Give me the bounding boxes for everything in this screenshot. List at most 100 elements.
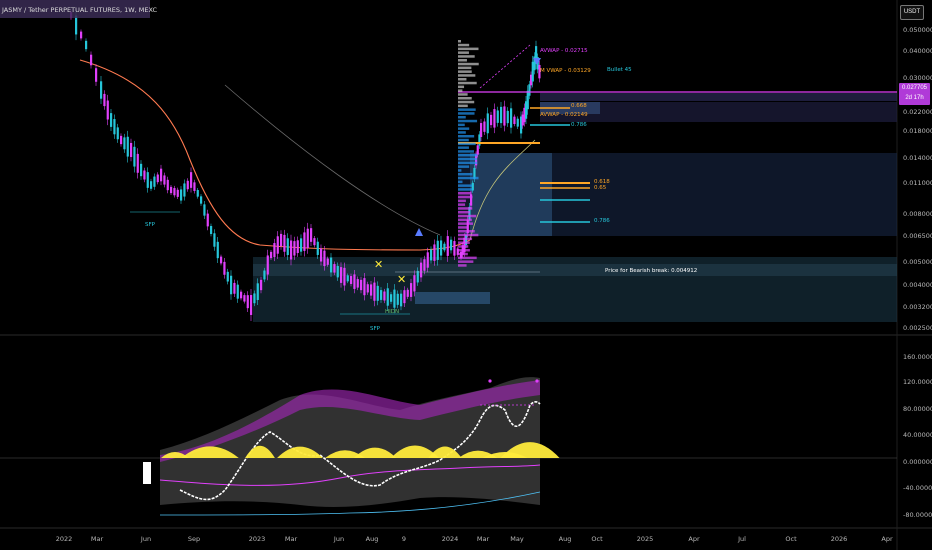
candle-body [363, 278, 366, 296]
candle-body [303, 232, 306, 251]
time-tick: 2023 [248, 535, 266, 543]
volume-profile-bar [458, 203, 466, 206]
candle-body [500, 106, 503, 124]
osc-yellow-wave [277, 446, 323, 458]
candle-body [443, 243, 446, 251]
candle-body [416, 270, 419, 283]
candle-body [280, 233, 283, 247]
volume-profile-bar [458, 59, 467, 62]
volume-profile-bar [458, 93, 468, 96]
candle-body [396, 293, 399, 305]
osc-tick: 80.000000 [903, 405, 932, 413]
candle-body [486, 113, 489, 134]
candle-body [343, 267, 346, 286]
candle-body [220, 256, 223, 264]
candle-body [75, 15, 78, 35]
volume-profile-bar [458, 78, 467, 81]
candle-body [403, 290, 406, 304]
time-tick: 2022 [55, 535, 73, 543]
osc-tick: -40.000000 [903, 484, 932, 492]
cross-marker-1: ✕ [374, 258, 383, 271]
triangle-up-marker [415, 228, 423, 236]
candle-body [133, 146, 136, 167]
zone-upper-1 [540, 93, 897, 101]
candle-body [110, 113, 113, 127]
candle-body [473, 167, 476, 179]
time-tick: Mar [476, 535, 490, 543]
candle-body [146, 172, 149, 188]
volume-profile-bar [458, 150, 475, 153]
candle-body [410, 283, 413, 297]
candle-body [413, 275, 416, 292]
volume-profile-bar [458, 214, 477, 218]
bullet-label: Bullet 45 [607, 67, 632, 73]
symbol-title[interactable]: JASMY / Tether PERPETUAL FUTURES, 1W, ME… [2, 6, 158, 14]
candle-body [266, 255, 269, 275]
volume-profile-bar [458, 222, 474, 225]
osc-band-purple [160, 380, 540, 462]
candle-body [306, 228, 309, 248]
volume-profile-bar [458, 161, 478, 165]
candle-body [523, 107, 526, 123]
volume-profile-bar [458, 249, 470, 252]
price-tick: 0.040000 [903, 47, 932, 55]
volume-profile-bar [458, 62, 479, 66]
candle-body [90, 54, 93, 66]
volume-profile-bar [458, 55, 475, 58]
price-tick: 0.018000 [903, 127, 932, 135]
candle-body [531, 61, 534, 82]
candle-body [466, 220, 469, 234]
candle-body [180, 189, 183, 201]
fib-0618-label: 0.618 [594, 179, 610, 185]
time-tick: Jul [738, 535, 746, 543]
volume-profile-bar [458, 127, 470, 130]
candle-body [236, 284, 239, 299]
volume-profile-bar [458, 123, 465, 127]
volume-profile-bar [458, 100, 475, 104]
volume-profile-bar [458, 85, 465, 89]
candle-body [163, 175, 166, 185]
candle-body [276, 236, 279, 254]
volume-profile-bar [458, 154, 478, 157]
candle-body [183, 183, 186, 197]
candle-body [525, 101, 528, 119]
volume-profile-bar [458, 135, 475, 138]
osc-tick: 160.000000 [903, 353, 932, 361]
time-tick: 2026 [830, 535, 848, 543]
candle-body [296, 240, 299, 254]
volume-profile-bar [458, 70, 472, 73]
candle-body [483, 121, 486, 132]
time-tick: May [510, 535, 524, 543]
candle-body [503, 106, 506, 126]
price-tick: 0.003200 [903, 303, 932, 311]
price-tick: 0.008000 [903, 210, 932, 218]
time-tick: 2025 [636, 535, 654, 543]
volume-profile-bar [458, 199, 466, 203]
supply-zone-inner [470, 153, 552, 236]
candle-body [521, 114, 524, 126]
candle-body [156, 174, 159, 183]
price-tick: 0.011000 [903, 179, 932, 187]
currency-button[interactable]: USDT [900, 5, 924, 20]
candle-body [480, 123, 483, 137]
time-tick: Apr [881, 535, 893, 543]
candle-body [333, 264, 336, 273]
volume-profile-bar [458, 252, 468, 256]
candle-body [176, 189, 179, 197]
volume-profile-bar [458, 66, 472, 70]
candle-body [106, 100, 109, 120]
time-tick: Oct [785, 535, 797, 543]
price-tick: 0.050000 [903, 26, 932, 34]
monthly-vwap-label: M VWAP - 0.03129 [540, 68, 591, 74]
candle-body [330, 257, 333, 273]
candle-body [273, 243, 276, 257]
candle-body [246, 295, 249, 309]
osc-yellow-wave [181, 446, 239, 458]
candle-body [250, 295, 253, 315]
candle-body [376, 285, 379, 301]
candle-body [350, 276, 353, 284]
time-tick: Jun [140, 535, 152, 543]
sfp-label-left: SFP [145, 222, 155, 228]
volume-profile-bar [458, 226, 468, 229]
